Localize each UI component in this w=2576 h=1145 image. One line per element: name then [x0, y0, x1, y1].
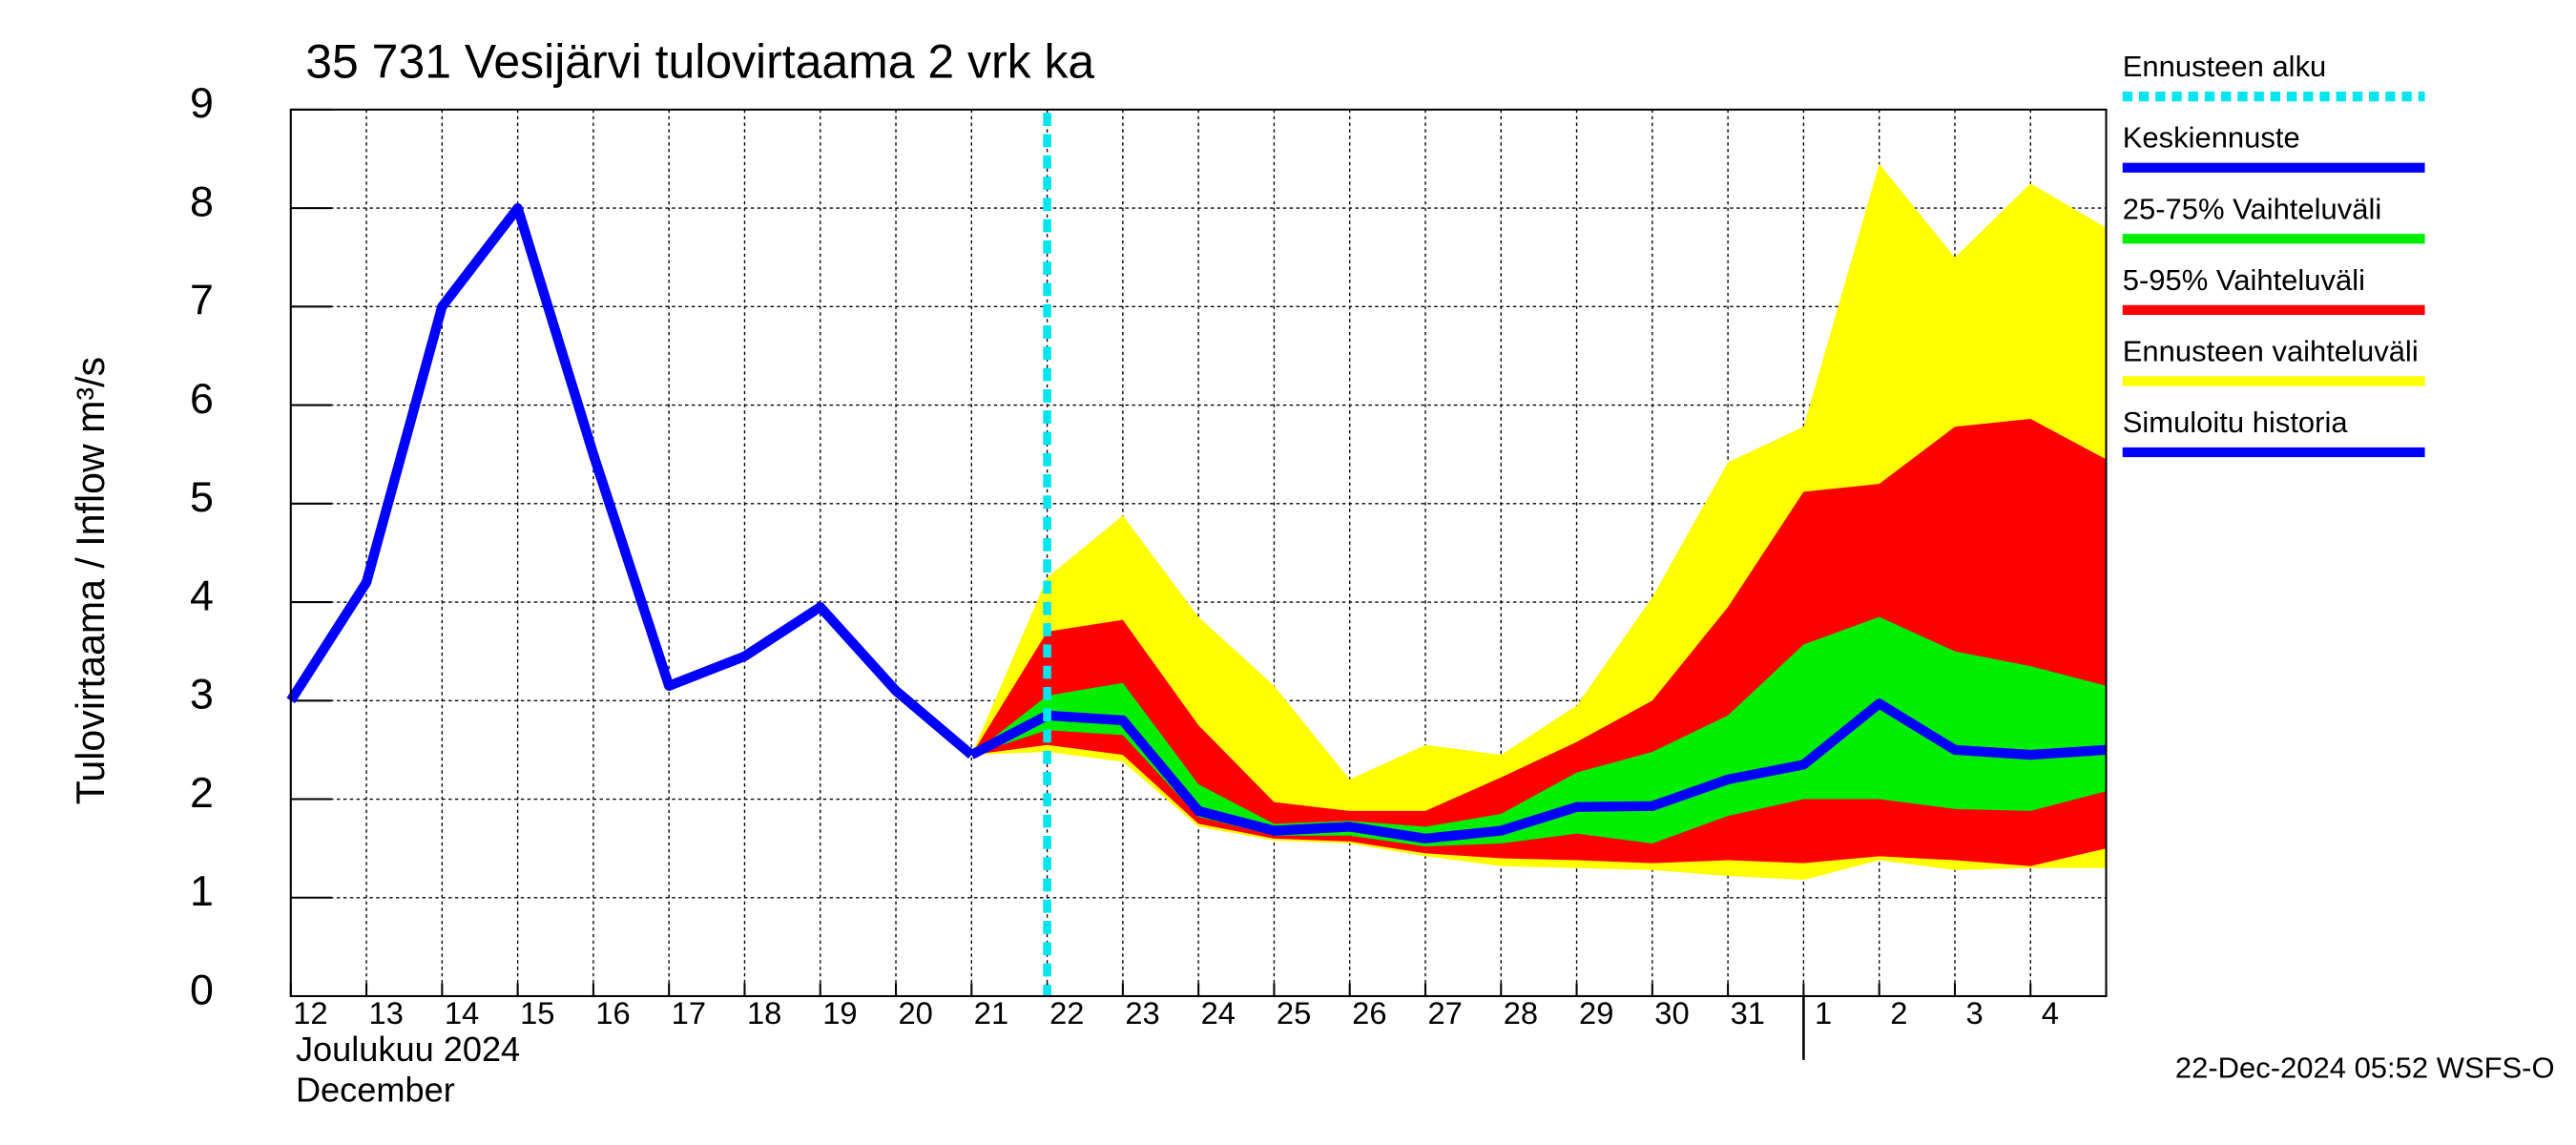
x-tick-label: 31 — [1731, 995, 1765, 1030]
x-tick-label: 28 — [1504, 995, 1538, 1030]
x-tick-label: 14 — [445, 995, 479, 1030]
x-axis-month: Joulukuu 2024 — [296, 1030, 520, 1069]
legend-label: Keskiennuste — [2123, 121, 2300, 155]
x-tick-label: 4 — [2042, 995, 2059, 1030]
footer: 22-Dec-2024 05:52 WSFS-O — [2175, 1051, 2555, 1084]
x-tick-label: 20 — [899, 995, 933, 1030]
x-tick-label: 13 — [369, 995, 404, 1030]
x-tick-label: 3 — [1966, 995, 1984, 1030]
y-tick-label: 0 — [190, 967, 214, 1013]
x-tick-label: 17 — [672, 995, 706, 1030]
x-tick-label: 18 — [747, 995, 781, 1030]
x-tick-label: 25 — [1277, 995, 1311, 1030]
y-tick-label: 4 — [190, 572, 214, 619]
x-tick-label: 27 — [1427, 995, 1462, 1030]
plot-frame — [289, 108, 2108, 998]
x-tick-label: 22 — [1049, 995, 1084, 1030]
y-tick-label: 5 — [190, 474, 214, 521]
x-tick-label: 30 — [1654, 995, 1689, 1030]
x-tick-label: 16 — [595, 995, 630, 1030]
y-axis-label: Tulovirtaama / Inflow m³/s — [69, 357, 113, 804]
x-tick-label: 29 — [1579, 995, 1613, 1030]
series-line — [286, 202, 975, 759]
y-tick-label: 9 — [190, 80, 214, 127]
chart-title: 35 731 Vesijärvi tulovirtaama 2 vrk ka — [305, 35, 1094, 89]
y-tick-label: 2 — [190, 770, 214, 817]
x-tick-label: 1 — [1815, 995, 1832, 1030]
x-tick-label: 12 — [293, 995, 327, 1030]
legend-label: 5-95% Vaihteluväli — [2123, 263, 2365, 297]
x-tick-label: 23 — [1125, 995, 1159, 1030]
x-tick-label: 26 — [1352, 995, 1386, 1030]
y-tick-label: 3 — [190, 672, 214, 718]
x-axis-month-en: December — [296, 1071, 455, 1110]
x-tick-label: 15 — [520, 995, 554, 1030]
y-tick-label: 6 — [190, 376, 214, 423]
legend-label: Simuloitu historia — [2123, 406, 2349, 439]
x-tick-label: 2 — [1890, 995, 1907, 1030]
forecast-band — [971, 616, 2107, 847]
x-tick-label: 24 — [1201, 995, 1236, 1030]
legend-label: 25-75% Vaihteluväli — [2123, 192, 2381, 225]
y-tick-label: 8 — [190, 179, 214, 226]
series-line — [968, 698, 2107, 843]
legend-label: Ennusteen alku — [2123, 50, 2327, 83]
x-tick-label: 21 — [974, 995, 1008, 1030]
y-tick-label: 7 — [190, 278, 214, 324]
x-tick-label: 19 — [822, 995, 857, 1030]
legend-label: Ennusteen vaihteluväli — [2123, 335, 2419, 368]
y-tick-label: 1 — [190, 868, 214, 915]
